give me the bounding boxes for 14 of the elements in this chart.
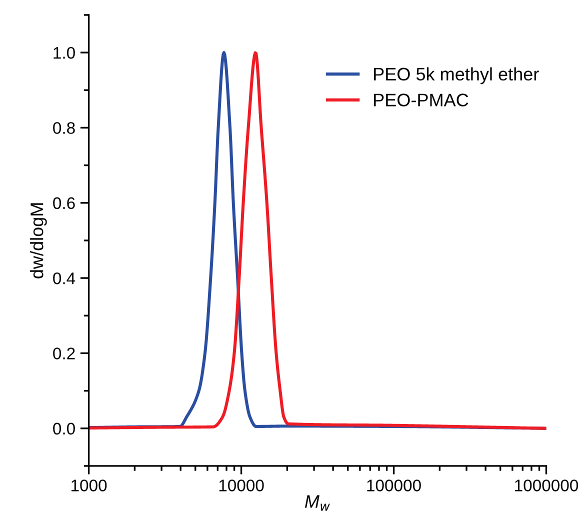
x-tick-label: 1000 [72, 480, 107, 492]
x-tick-label: 10000 [219, 480, 264, 492]
y-tick-label: 0.4 [53, 272, 76, 284]
y-tick-label: 0.8 [53, 122, 75, 134]
legend-label: PEO-PMAC [374, 94, 468, 106]
y-tick-label: 0.2 [53, 348, 75, 360]
legend-label: PEO 5k methyl ether [374, 67, 539, 84]
x-tick-label: 1000000 [515, 480, 578, 492]
y-tick-label: 0.6 [53, 197, 75, 210]
x-tick-label: 100000 [367, 480, 421, 492]
y-tick-label: 0.0 [53, 422, 75, 435]
y-tick-label: 1.0 [54, 46, 75, 59]
x-axis-title: M$_{w}$ [304, 495, 330, 511]
y-axis-title: dw/dlogM [30, 203, 47, 278]
